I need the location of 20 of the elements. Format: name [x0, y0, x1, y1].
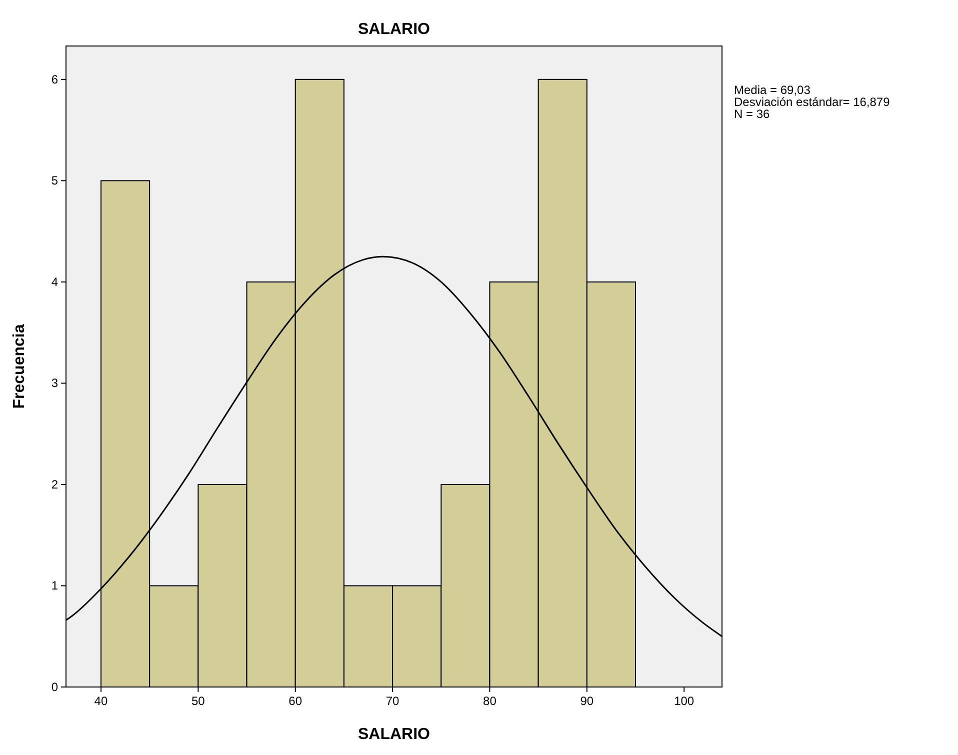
y-tick-label: 6 [51, 72, 58, 86]
text: N = 36 [734, 107, 770, 121]
x-tick-label: 80 [483, 694, 497, 708]
y-tick-label: 2 [51, 477, 58, 492]
x-tick-label: 90 [580, 694, 594, 708]
x-axis-title: SALARIO [358, 726, 430, 743]
y-tick-label: 1 [51, 578, 58, 593]
y-tick-label: 0 [51, 680, 58, 694]
x-tick-label: 50 [191, 694, 206, 708]
x-tick-label: 60 [288, 694, 302, 708]
text: Media = 69,03 [734, 83, 811, 97]
x-tick-label: 40 [94, 694, 108, 708]
chart-title: SALARIO [358, 21, 430, 38]
x-tick-label: 100 [674, 694, 694, 708]
x-tick-label: 70 [386, 694, 400, 708]
text: Desviación estándar= 16,879 [734, 95, 890, 109]
y-tick-label: 5 [51, 174, 58, 188]
y-tick-label: 4 [51, 274, 58, 289]
y-tick-label: 3 [51, 376, 58, 390]
y-axis-title: Frecuencia [11, 324, 28, 409]
